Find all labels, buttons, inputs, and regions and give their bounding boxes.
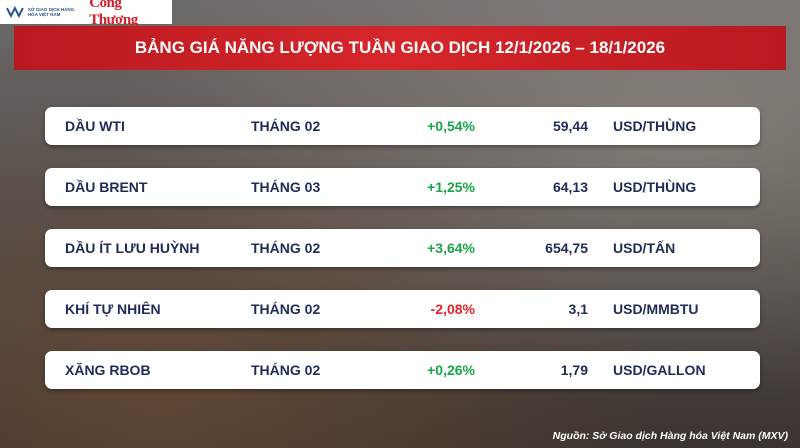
commodity: DẦU BRENT xyxy=(65,179,148,195)
table-row: DẦU WTI THÁNG 02 +0,54% 59,44 USD/THÙNG xyxy=(45,107,760,145)
price: 1,79 xyxy=(560,362,588,378)
change: +0,54% xyxy=(427,118,475,134)
logo-brand: Công Thương xyxy=(89,0,138,28)
table-row: DẦU ÍT LƯU HUỲNH THÁNG 02 +3,64% 654,75 USD/… xyxy=(45,229,760,267)
table-row: XĂNG RBOB THÁNG 02 +0,26% 1,79 USD/GALLON xyxy=(45,351,760,389)
table-row: KHÍ TỰ NHIÊN THÁNG 02 -2,08% 3,1 USD/MMBTU xyxy=(45,290,760,328)
logo-text: SỞ GIAO DỊCH HÀNG HÓA VIỆT NAM xyxy=(27,7,75,17)
commodity: KHÍ TỰ NHIÊN xyxy=(65,301,161,317)
change: +3,64% xyxy=(427,240,475,256)
commodity: DẦU WTI xyxy=(65,118,125,134)
logo-icon xyxy=(6,5,24,19)
price: 3,1 xyxy=(568,301,588,317)
change: -2,08% xyxy=(430,301,475,317)
unit: USD/TẤN xyxy=(613,240,676,256)
unit: USD/THÙNG xyxy=(613,179,697,195)
price: 654,75 xyxy=(545,240,588,256)
contract-month: THÁNG 02 xyxy=(251,301,321,317)
unit: USD/MMBTU xyxy=(613,301,699,317)
contract-month: THÁNG 02 xyxy=(251,362,321,378)
table-row: DẦU BRENT THÁNG 03 +1,25% 64,13 USD/THÙNG xyxy=(45,168,760,206)
contract-month: THÁNG 02 xyxy=(251,118,321,134)
title-banner: BẢNG GIÁ NĂNG LƯỢNG TUẦN GIAO DỊCH 12/1/… xyxy=(14,26,786,70)
change: +1,25% xyxy=(427,179,475,195)
price: 64,13 xyxy=(552,179,588,195)
price: 59,44 xyxy=(552,118,588,134)
contract-month: THÁNG 02 xyxy=(251,240,321,256)
unit: USD/GALLON xyxy=(613,362,706,378)
logo-bar: SỞ GIAO DỊCH HÀNG HÓA VIỆT NAM Công Thươ… xyxy=(0,0,172,28)
unit: USD/THÙNG xyxy=(613,118,697,134)
change: +0,26% xyxy=(427,362,475,378)
commodity: DẦU ÍT LƯU HUỲNH xyxy=(65,240,200,256)
source: Nguồn: Sở Giao dịch Hàng hóa Việt Nam (M… xyxy=(552,430,788,442)
title: BẢNG GIÁ NĂNG LƯỢNG TUẦN GIAO DỊCH 12/1/… xyxy=(134,38,666,57)
commodity: XĂNG RBOB xyxy=(65,362,151,378)
contract-month: THÁNG 03 xyxy=(251,179,321,195)
